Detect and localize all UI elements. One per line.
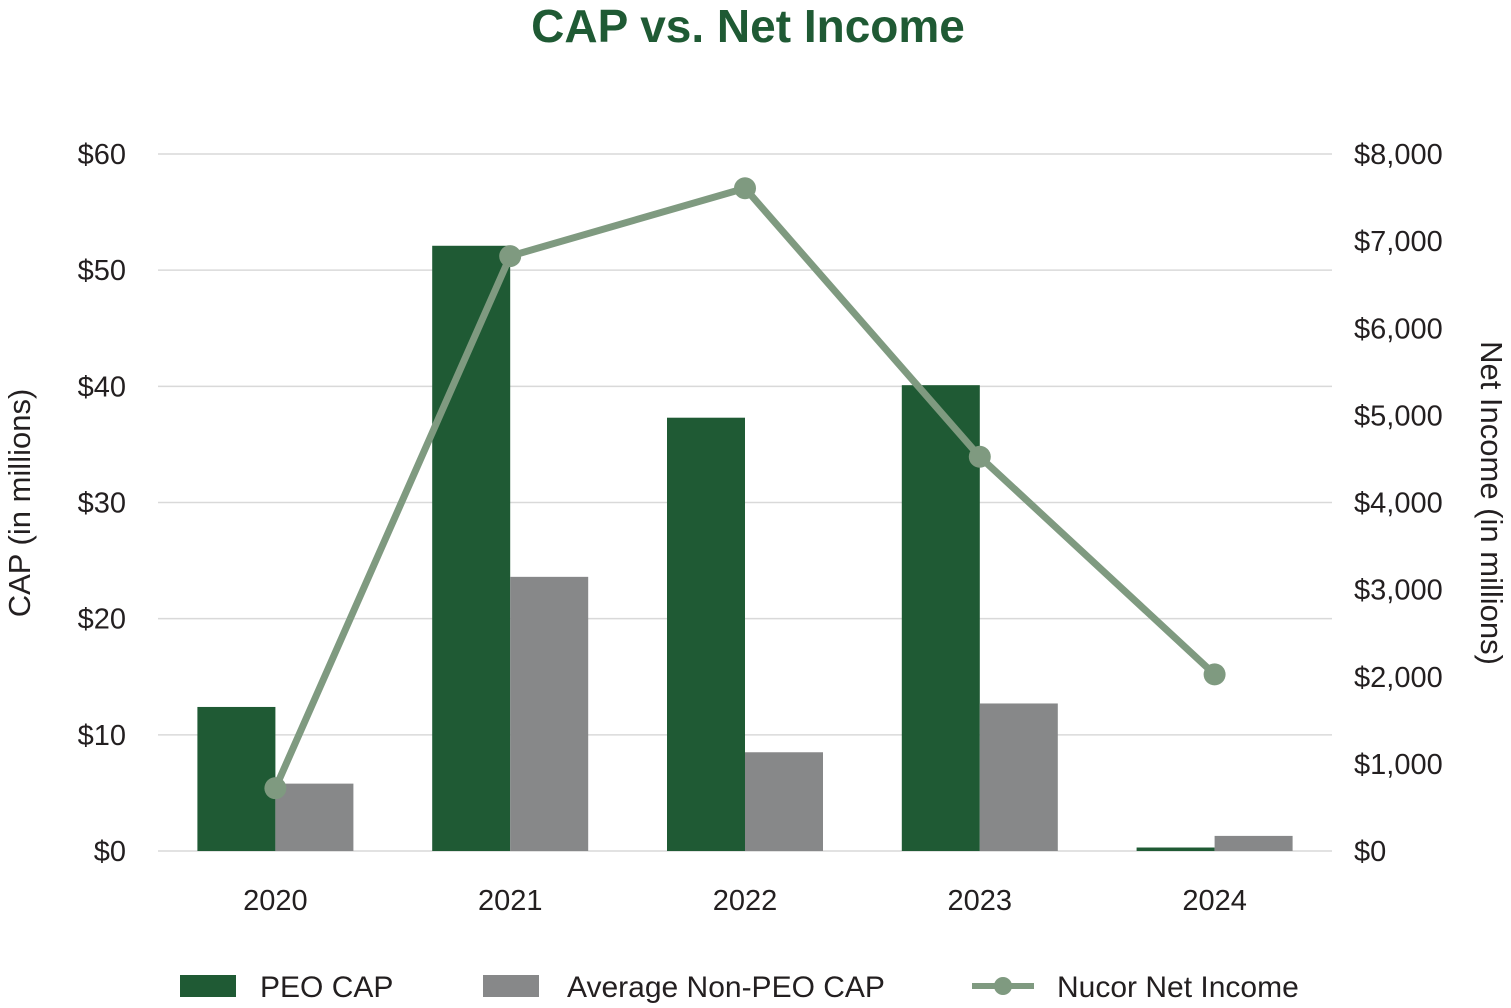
x-tick-label: 2022 <box>713 885 778 917</box>
right-tick-label: $4,000 <box>1354 488 1443 520</box>
left-axis-title: CAP (in millions) <box>2 389 37 618</box>
non-peo-cap-bar-2020 <box>275 783 354 851</box>
legend-swatch-net-income-marker <box>994 977 1012 995</box>
left-tick-label: $0 <box>94 836 126 868</box>
non-peo-cap-bar-2024 <box>1214 835 1293 851</box>
left-tick-label: $60 <box>78 139 126 171</box>
legend-swatch-peo-cap <box>180 975 236 997</box>
left-tick-label: $50 <box>78 255 126 287</box>
right-axis-title: Net Income (in millions) <box>1474 341 1509 665</box>
x-tick-label: 2023 <box>948 885 1013 917</box>
right-tick-label: $0 <box>1354 836 1386 868</box>
peo-cap-bar-2024 <box>1136 847 1215 851</box>
legend-label: Average Non-PEO CAP <box>567 971 885 1004</box>
right-tick-label: $6,000 <box>1354 313 1443 345</box>
chart-title: CAP vs. Net Income <box>531 0 965 52</box>
left-tick-label: $30 <box>78 488 126 520</box>
x-tick-label: 2021 <box>478 885 543 917</box>
non-peo-cap-bar-2021 <box>510 576 589 851</box>
net-income-line <box>264 177 1226 800</box>
right-tick-label: $7,000 <box>1354 226 1443 258</box>
right-tick-label: $1,000 <box>1354 749 1443 781</box>
right-tick-label: $8,000 <box>1354 139 1443 171</box>
left-tick-label: $20 <box>78 604 126 636</box>
net-income-point-2024 <box>1203 663 1226 686</box>
net-income-point-2020 <box>264 777 287 800</box>
right-axis-ticks: $0 $1,000 $2,000 $3,000 $4,000 $5,000 $6,000 $7… <box>1354 139 1443 868</box>
left-tick-label: $10 <box>78 720 126 752</box>
legend-label: Nucor Net Income <box>1057 971 1299 1004</box>
peo-cap-bar-2023 <box>901 385 980 851</box>
x-tick-label: 2024 <box>1182 885 1247 917</box>
legend-swatch-non-peo-cap <box>483 975 539 997</box>
peo-cap-bar-2020 <box>197 706 276 851</box>
left-tick-label: $40 <box>78 371 126 403</box>
non-peo-cap-bar-2023 <box>979 703 1058 851</box>
x-axis-ticks: 2020 2021 2022 2023 2024 <box>243 885 1247 917</box>
left-axis-ticks: $0 $10 $20 $30 $40 $50 $60 <box>78 139 126 868</box>
right-tick-label: $2,000 <box>1354 662 1443 694</box>
net-income-point-2021 <box>499 245 522 268</box>
non-peo-cap-bar-2022 <box>745 752 823 851</box>
x-tick-label: 2020 <box>243 885 308 917</box>
right-tick-label: $3,000 <box>1354 575 1443 607</box>
net-income-point-2023 <box>968 445 991 468</box>
legend-label: PEO CAP <box>260 971 393 1004</box>
peo-cap-bar-2022 <box>667 417 745 851</box>
net-income-point-2022 <box>734 177 756 200</box>
right-tick-label: $5,000 <box>1354 400 1443 432</box>
bars <box>197 245 1293 851</box>
legend: PEO CAP Average Non-PEO CAP Nucor Net Inco… <box>180 971 1299 1004</box>
